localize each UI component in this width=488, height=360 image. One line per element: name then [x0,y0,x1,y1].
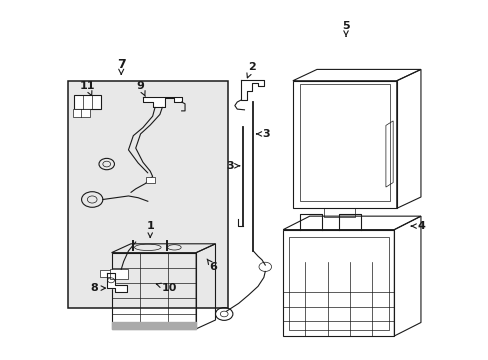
Text: 5: 5 [342,21,349,36]
Polygon shape [142,97,181,107]
Bar [100,270,111,278]
Text: 6: 6 [206,259,217,272]
Polygon shape [240,80,264,100]
Bar [74,95,101,109]
Bar [110,269,128,279]
Text: 3: 3 [226,161,239,171]
Text: 7: 7 [117,58,125,75]
Text: 3: 3 [256,129,269,139]
Bar [68,81,227,307]
Text: 4: 4 [410,221,424,231]
Text: 1: 1 [146,221,154,237]
Text: 2: 2 [246,62,255,78]
Polygon shape [106,273,127,292]
Text: 9: 9 [136,81,145,96]
Bar [73,109,89,117]
Bar [145,177,154,183]
Text: 11: 11 [80,81,95,96]
Text: 8: 8 [91,283,105,293]
Text: 10: 10 [156,283,177,293]
